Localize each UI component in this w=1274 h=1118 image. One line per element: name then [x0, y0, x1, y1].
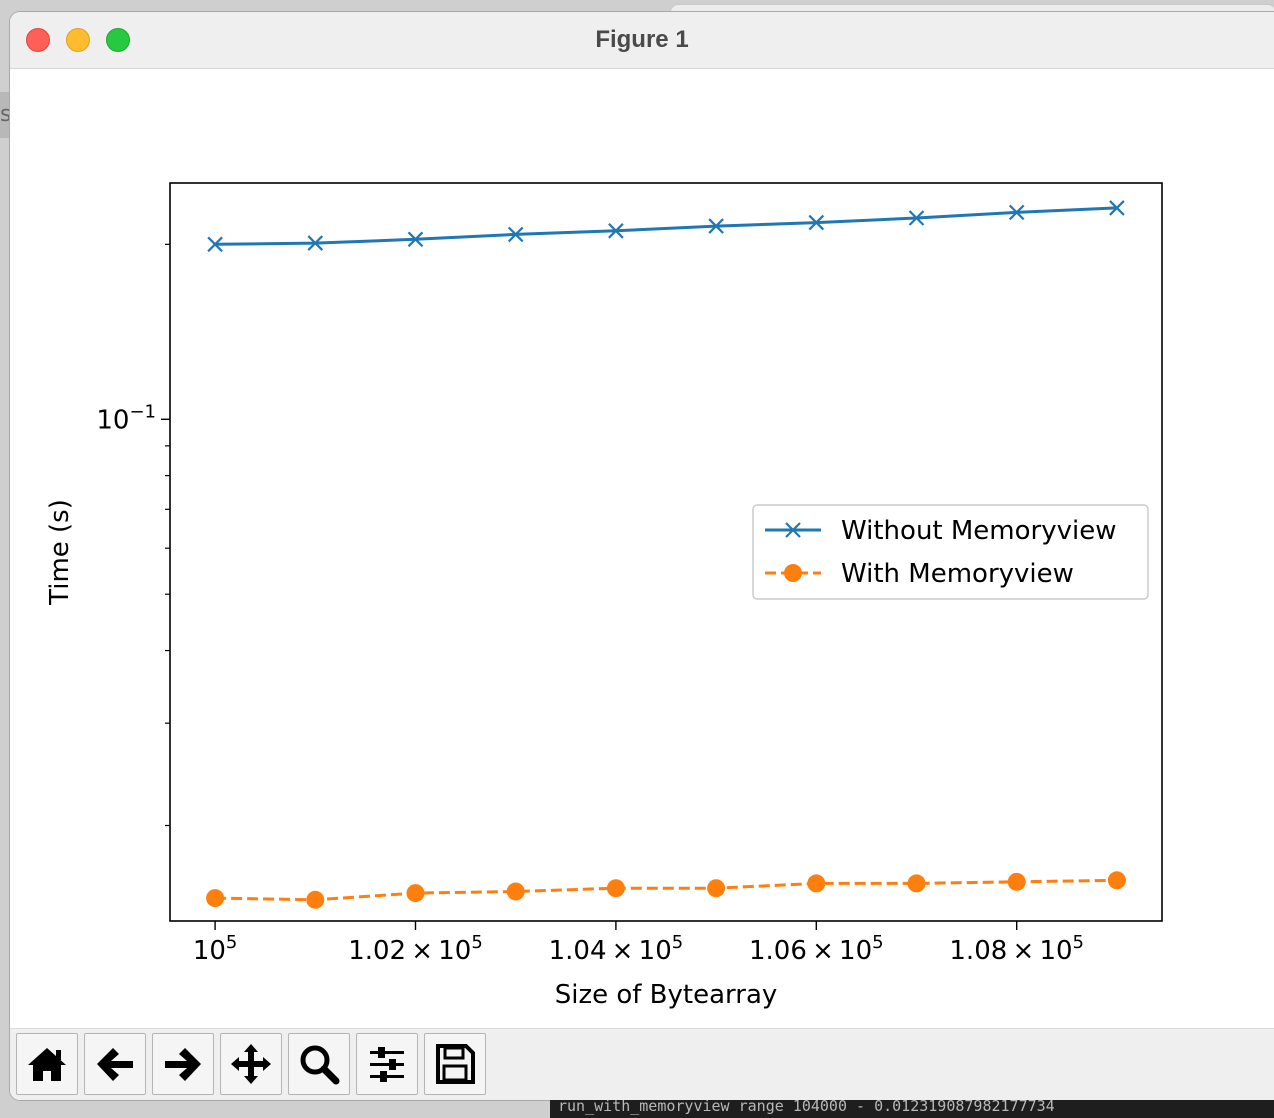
data-point-x-7 — [908, 210, 925, 226]
save-button[interactable] — [424, 1033, 486, 1095]
y-tick-label: 10−1 — [96, 401, 156, 435]
x-marker-stroke — [708, 218, 724, 234]
move-icon — [231, 1044, 271, 1084]
home-icon — [28, 1048, 66, 1081]
title-bar[interactable]: Figure 1 — [10, 12, 1274, 69]
maximize-window-button[interactable] — [106, 28, 130, 52]
arrow-left-icon — [97, 1048, 133, 1081]
zoom-button[interactable] — [288, 1033, 350, 1095]
line-chart: 10−1 105 1.02 × 105 1.04 × 105 1.06 × 105 1.… — [45, 182, 1163, 1010]
x-marker-stroke — [1008, 204, 1025, 221]
series-line-0 — [215, 206, 1117, 246]
close-window-button[interactable] — [26, 28, 50, 52]
legend-label-1: With Memoryview — [841, 559, 1074, 589]
x-marker-stroke — [1109, 200, 1125, 216]
window-title: Figure 1 — [595, 26, 689, 53]
x-tick-label: 1.06 × 105 — [749, 932, 884, 966]
y-axis-label: Time (s) — [45, 499, 75, 606]
legend-box — [752, 504, 1149, 600]
x-tick-label: 105 — [193, 932, 238, 966]
data-point-circle-0 — [206, 889, 225, 908]
data-point-x-5 — [708, 218, 724, 234]
x-marker-stroke — [207, 236, 223, 253]
x-marker-stroke — [407, 231, 424, 248]
forward-button[interactable] — [152, 1033, 214, 1095]
legend-label-0: Without Memoryview — [841, 516, 1117, 546]
data-point-x-9 — [1109, 200, 1125, 216]
x-marker-stroke — [307, 235, 324, 251]
background-window-tab: s — [0, 92, 12, 138]
arrow-right-icon — [165, 1048, 201, 1081]
floppy-disk-icon — [436, 1044, 475, 1084]
legend: Without Memoryview With Memoryview — [752, 504, 1149, 600]
series-line-1 — [215, 878, 1117, 902]
magnifier-icon — [300, 1045, 340, 1085]
data-point-circle-8 — [1007, 872, 1026, 891]
data-point-x-2 — [407, 231, 424, 248]
pan-button[interactable] — [220, 1033, 282, 1095]
navigation-toolbar — [10, 1028, 1274, 1100]
x-tick-label: 1.04 × 105 — [549, 932, 684, 966]
x-marker-stroke — [608, 223, 624, 239]
x-marker-stroke — [507, 226, 524, 243]
data-point-x-6 — [808, 214, 825, 231]
data-point-circle-1 — [306, 890, 325, 909]
series-1 — [206, 871, 1126, 909]
x-tick-label: 1.08 × 105 — [949, 932, 1084, 966]
x-marker-stroke — [785, 522, 801, 538]
series-layer — [206, 200, 1126, 909]
data-point-x-8 — [1008, 204, 1025, 221]
configure-subplots-button[interactable] — [356, 1033, 418, 1095]
data-point-circle-3 — [506, 882, 525, 901]
data-point-circle-legend-1 — [784, 564, 802, 582]
data-point-circle-2 — [406, 884, 425, 903]
x-axis-label: Size of Bytearray — [555, 980, 778, 1010]
x-marker-stroke — [908, 210, 925, 226]
data-point-circle-7 — [907, 874, 926, 893]
data-point-circle-6 — [807, 874, 826, 893]
x-axis: 105 1.02 × 105 1.04 × 105 1.06 × 105 1.08 × … — [193, 921, 1084, 966]
minimize-window-button[interactable] — [66, 28, 90, 52]
data-point-x-1 — [307, 235, 324, 251]
figure-canvas[interactable]: 10−1 105 1.02 × 105 1.04 × 105 1.06 × 105 1.… — [10, 69, 1274, 1027]
data-point-x-0 — [207, 236, 223, 253]
back-button[interactable] — [84, 1033, 146, 1095]
data-point-circle-4 — [606, 879, 625, 898]
x-tick-label: 1.02 × 105 — [348, 932, 483, 966]
data-point-circle-9 — [1107, 871, 1126, 890]
home-button[interactable] — [16, 1033, 78, 1095]
y-axis: 10−1 — [96, 243, 170, 827]
data-point-circle-5 — [707, 879, 726, 898]
series-0 — [207, 200, 1125, 253]
data-point-x-3 — [507, 226, 524, 243]
data-point-x-4 — [608, 223, 624, 239]
figure-window: Figure 1 10−1 105 1.02 × 105 1.04 × 105 1.0… — [10, 12, 1274, 1100]
sliders-icon — [370, 1047, 404, 1082]
x-marker-stroke — [808, 214, 825, 231]
background-terminal-text: run_with_memoryview range 104000 - 0.012… — [550, 1100, 1274, 1118]
plot-frame — [169, 182, 1163, 922]
data-point-x-legend-0 — [785, 522, 801, 538]
